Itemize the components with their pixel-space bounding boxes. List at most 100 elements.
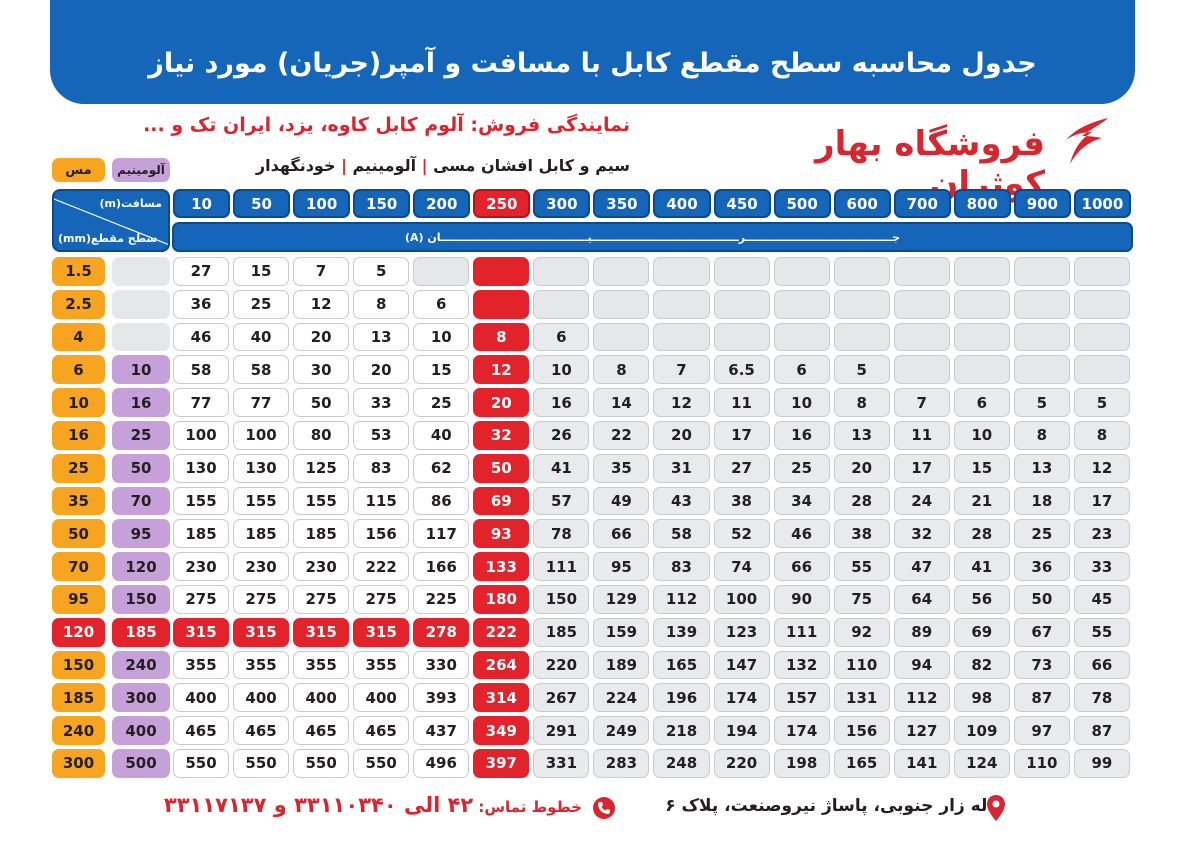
current-cell: 100 bbox=[233, 421, 290, 450]
current-cell: 8 bbox=[833, 388, 890, 417]
current-cell: 73 bbox=[1013, 650, 1070, 680]
current-label: جـــــــــــــــــــــــــــــــــــــــ… bbox=[172, 222, 1133, 252]
current-cell: 27 bbox=[173, 257, 230, 286]
current-cell: 10 bbox=[953, 421, 1010, 450]
copper-size: 2.5 bbox=[52, 289, 105, 319]
current-cell: 50 bbox=[293, 388, 350, 417]
current-cell: 550 bbox=[173, 749, 230, 778]
current-cell: 111 bbox=[773, 617, 830, 647]
current-cell: 78 bbox=[533, 519, 590, 549]
current-cell: 46 bbox=[173, 322, 230, 352]
current-cell: 20 bbox=[353, 355, 410, 385]
aluminum-size: 95 bbox=[112, 519, 170, 549]
copper-size: 185 bbox=[52, 683, 105, 713]
current-cell bbox=[413, 257, 470, 286]
aluminum-label: آلومینیم bbox=[112, 158, 170, 182]
current-cell: 93 bbox=[473, 519, 530, 549]
current-cell: 25 bbox=[413, 388, 470, 417]
current-cell: 66 bbox=[773, 552, 830, 581]
distance-header: 10 bbox=[173, 189, 231, 218]
current-cell bbox=[593, 257, 650, 286]
current-cell: 5 bbox=[833, 355, 890, 385]
current-cell: 58 bbox=[233, 355, 290, 385]
current-cell: 66 bbox=[593, 519, 650, 549]
current-cell: 33 bbox=[353, 388, 410, 417]
current-cell: 49 bbox=[593, 486, 650, 516]
aluminum-size: 150 bbox=[112, 585, 170, 614]
current-cell: 275 bbox=[293, 585, 350, 614]
separator: | bbox=[421, 156, 428, 175]
current-cell: 34 bbox=[773, 486, 830, 516]
current-cell: 90 bbox=[773, 585, 830, 614]
current-cell: 52 bbox=[713, 519, 770, 549]
current-cell: 47 bbox=[893, 552, 950, 581]
current-cell bbox=[833, 322, 890, 352]
copper-size: 150 bbox=[52, 650, 105, 680]
current-cell: 25 bbox=[1013, 519, 1070, 549]
current-cell: 159 bbox=[593, 617, 650, 647]
current-cell: 314 bbox=[473, 683, 530, 713]
current-cell: 147 bbox=[713, 650, 770, 680]
aluminum-size: 70 bbox=[112, 486, 170, 516]
current-cell: 465 bbox=[173, 716, 230, 745]
current-cell: 133 bbox=[473, 552, 530, 581]
location-icon bbox=[987, 795, 1005, 821]
current-cell bbox=[533, 289, 590, 319]
current-cell bbox=[953, 289, 1010, 319]
current-cell: 31 bbox=[653, 453, 710, 483]
current-cell: 155 bbox=[173, 486, 230, 516]
aluminum-size: 240 bbox=[112, 650, 170, 680]
current-cell: 180 bbox=[473, 585, 530, 614]
current-cell: 25 bbox=[773, 453, 830, 483]
current-cell: 230 bbox=[173, 552, 230, 581]
title-banner bbox=[50, 0, 1135, 104]
current-cell: 355 bbox=[173, 650, 230, 680]
current-cell bbox=[1073, 257, 1130, 286]
current-cell: 550 bbox=[293, 749, 350, 778]
current-cell: 22 bbox=[593, 421, 650, 450]
current-cell: 174 bbox=[713, 683, 770, 713]
current-cell: 35 bbox=[593, 453, 650, 483]
distance-header: 350 bbox=[593, 189, 651, 218]
distance-label: مسافت(m) bbox=[99, 197, 162, 210]
current-cell: 174 bbox=[773, 716, 830, 745]
current-cell: 222 bbox=[353, 552, 410, 581]
current-cell: 5 bbox=[1073, 388, 1130, 417]
current-cell: 6 bbox=[413, 289, 470, 319]
current-cell: 129 bbox=[593, 585, 650, 614]
current-cell: 189 bbox=[593, 650, 650, 680]
current-cell: 185 bbox=[233, 519, 290, 549]
current-cell: 43 bbox=[653, 486, 710, 516]
current-cell: 6 bbox=[953, 388, 1010, 417]
current-cell: 196 bbox=[653, 683, 710, 713]
current-cell: 185 bbox=[293, 519, 350, 549]
current-cell: 283 bbox=[593, 749, 650, 778]
current-cell bbox=[713, 289, 770, 319]
product: خودنگهدار bbox=[255, 156, 336, 175]
current-cell: 8 bbox=[1013, 421, 1070, 450]
phone-line: خطوط تماس: ۴۲ الی ۳۳۱۱۰۳۴۰ و ۳۳۱۱۷۱۳۷ bbox=[164, 793, 582, 817]
current-cell: 6 bbox=[533, 322, 590, 352]
current-cell: 5 bbox=[353, 257, 410, 286]
section-label: سطح مقطع(mm) bbox=[58, 232, 158, 245]
current-cell bbox=[1013, 289, 1070, 319]
current-cell bbox=[593, 322, 650, 352]
copper-size: 6 bbox=[52, 355, 105, 385]
current-cell: 224 bbox=[593, 683, 650, 713]
distance-header: 450 bbox=[713, 189, 771, 218]
current-cell: 156 bbox=[833, 716, 890, 745]
current-cell: 16 bbox=[533, 388, 590, 417]
current-cell: 355 bbox=[233, 650, 290, 680]
current-cell: 36 bbox=[173, 289, 230, 319]
copper-size: 10 bbox=[52, 388, 105, 417]
phone-icon bbox=[593, 797, 615, 819]
current-cell: 8 bbox=[353, 289, 410, 319]
current-cell: 78 bbox=[1073, 683, 1130, 713]
current-cell bbox=[1073, 355, 1130, 385]
current-cell: 83 bbox=[353, 453, 410, 483]
current-cell: 12 bbox=[1073, 453, 1130, 483]
current-cell: 8 bbox=[473, 322, 530, 352]
current-cell: 6.5 bbox=[713, 355, 770, 385]
current-cell: 28 bbox=[833, 486, 890, 516]
current-cell: 198 bbox=[773, 749, 830, 778]
